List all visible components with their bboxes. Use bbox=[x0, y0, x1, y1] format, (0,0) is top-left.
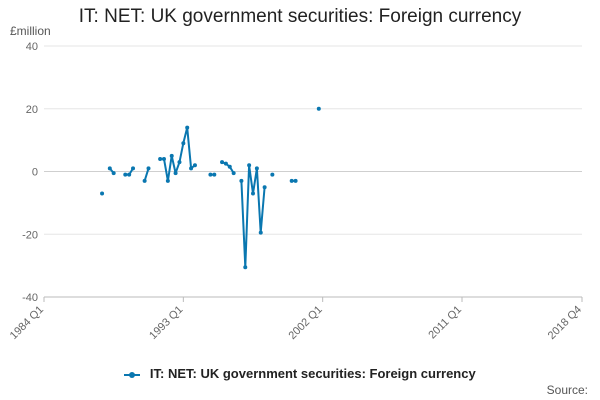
data-point bbox=[185, 125, 190, 130]
y-tick-label: -20 bbox=[22, 229, 38, 241]
data-point bbox=[189, 166, 194, 171]
data-point bbox=[258, 230, 263, 235]
data-point bbox=[239, 178, 244, 183]
data-point bbox=[223, 161, 228, 166]
data-point bbox=[146, 166, 151, 171]
data-point bbox=[293, 178, 298, 183]
data-series bbox=[100, 106, 321, 270]
data-point bbox=[231, 171, 236, 176]
y-tick-label: 20 bbox=[26, 104, 38, 116]
data-point bbox=[212, 172, 217, 177]
legend: IT: NET: UK government securities: Forei… bbox=[0, 366, 600, 381]
data-point bbox=[270, 172, 275, 177]
legend-swatch bbox=[124, 371, 141, 378]
series-line bbox=[160, 126, 196, 182]
y-axis-unit-label: £million bbox=[10, 24, 51, 38]
data-point bbox=[158, 156, 163, 161]
series-line bbox=[143, 168, 150, 182]
data-point bbox=[100, 191, 105, 196]
gridlines bbox=[44, 45, 582, 298]
x-tick-label: 1984 Q1 bbox=[8, 304, 46, 342]
series-line bbox=[221, 161, 235, 174]
data-point bbox=[227, 164, 232, 169]
chart-title: IT: NET: UK government securities: Forei… bbox=[78, 6, 522, 27]
x-tick-label: 2018 Q4 bbox=[546, 304, 584, 342]
data-point bbox=[111, 171, 116, 176]
data-point bbox=[177, 160, 182, 165]
x-tick-label: 2011 Q1 bbox=[426, 304, 464, 342]
data-point bbox=[208, 172, 213, 177]
data-point bbox=[247, 163, 252, 168]
data-point bbox=[181, 141, 186, 146]
data-point bbox=[169, 153, 174, 158]
data-point bbox=[165, 178, 170, 183]
x-axis-ticks: 1984 Q1 1993 Q1 2002 Q1 2011 Q1 2018 Q4 bbox=[8, 296, 584, 342]
data-point bbox=[131, 166, 136, 171]
y-tick-label: -40 bbox=[22, 292, 38, 304]
data-point bbox=[289, 178, 294, 183]
series-line bbox=[240, 164, 266, 269]
data-point bbox=[107, 166, 112, 171]
data-point bbox=[123, 172, 128, 177]
x-tick-label: 1993 Q1 bbox=[147, 304, 185, 342]
y-axis-ticks: 40 20 0 -20 -40 bbox=[22, 41, 38, 304]
data-point bbox=[243, 265, 248, 270]
y-tick-label: 0 bbox=[32, 167, 38, 179]
data-point bbox=[142, 178, 147, 183]
data-point bbox=[220, 160, 225, 165]
data-point bbox=[192, 163, 197, 168]
x-tick-label: 2002 Q1 bbox=[286, 304, 324, 342]
y-tick-label: 40 bbox=[26, 41, 38, 53]
legend-entry-label: IT: NET: UK government securities: Forei… bbox=[149, 366, 476, 381]
source-label: Source: bbox=[546, 383, 588, 397]
data-point bbox=[254, 166, 259, 171]
data-point bbox=[316, 106, 321, 111]
data-point bbox=[127, 172, 132, 177]
data-point bbox=[262, 185, 267, 190]
data-point bbox=[251, 191, 256, 196]
data-point bbox=[161, 156, 166, 161]
data-point bbox=[173, 171, 178, 176]
